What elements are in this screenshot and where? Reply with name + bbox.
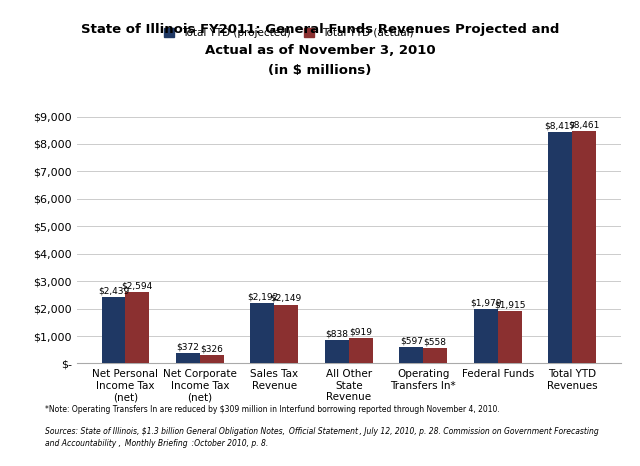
Bar [423, 348, 447, 363]
Text: $1,915: $1,915 [494, 301, 525, 309]
Bar [349, 338, 372, 363]
Text: $2,192: $2,192 [247, 293, 278, 302]
Bar [176, 353, 200, 363]
Text: *Note: Operating Transfers In are reduced by $309 million in Interfund borrowing: *Note: Operating Transfers In are reduce… [45, 405, 500, 414]
Text: $372: $372 [177, 343, 200, 352]
Text: $2,594: $2,594 [122, 282, 153, 291]
Bar [125, 292, 149, 363]
Bar [275, 304, 298, 363]
Text: $597: $597 [400, 336, 423, 346]
Text: $8,461: $8,461 [568, 121, 600, 130]
Text: $326: $326 [200, 344, 223, 353]
Bar [200, 355, 223, 363]
Text: $8,417: $8,417 [545, 122, 576, 131]
Legend: Total YTD (projected), Total YTD (actual): Total YTD (projected), Total YTD (actual… [164, 28, 414, 38]
Text: Actual as of November 3, 2010: Actual as of November 3, 2010 [205, 44, 435, 57]
Bar [498, 311, 522, 363]
Bar [572, 131, 596, 363]
Text: $2,149: $2,149 [271, 294, 302, 303]
Text: $558: $558 [424, 338, 447, 347]
Bar [548, 132, 572, 363]
Bar [325, 341, 349, 363]
Bar [102, 296, 125, 363]
Text: $2,439: $2,439 [98, 286, 129, 295]
Text: Sources: State of Illinois, $1.3 billion General Obligation Notes,  Official Sta: Sources: State of Illinois, $1.3 billion… [45, 427, 598, 436]
Text: $1,979: $1,979 [470, 299, 502, 308]
Text: $838: $838 [325, 330, 348, 339]
Bar [474, 309, 498, 363]
Bar [399, 347, 423, 363]
Text: State of Illinois FY2011: General Funds Revenues Projected and: State of Illinois FY2011: General Funds … [81, 23, 559, 36]
Text: $919: $919 [349, 328, 372, 337]
Text: (in $ millions): (in $ millions) [268, 64, 372, 77]
Text: and Accountability ,  Monthly Briefing  :October 2010, p. 8.: and Accountability , Monthly Briefing :O… [45, 439, 268, 448]
Bar [250, 303, 275, 363]
